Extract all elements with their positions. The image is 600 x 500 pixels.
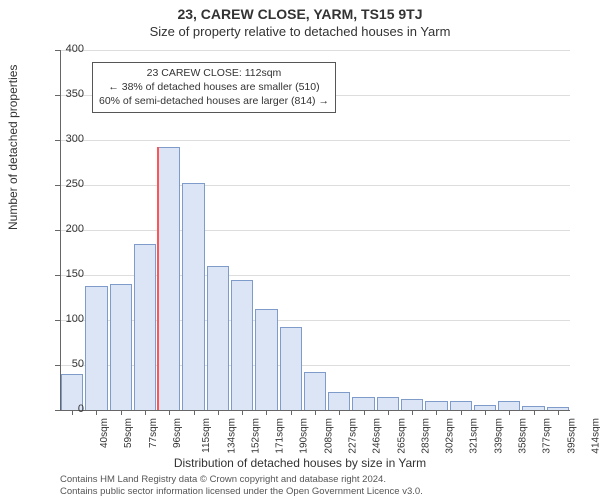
- chart-bar: [280, 327, 302, 410]
- chart-bar: [158, 147, 180, 410]
- x-tick-label: 208sqm: [323, 418, 334, 454]
- x-tick-label: 96sqm: [172, 418, 183, 448]
- x-tick-mark: [436, 410, 437, 415]
- x-tick-mark: [266, 410, 267, 415]
- grid-line: [60, 50, 570, 51]
- y-tick-label: 50: [44, 358, 84, 370]
- x-axis-label: Distribution of detached houses by size …: [0, 456, 600, 470]
- chart-bar: [110, 284, 132, 410]
- footer: Contains HM Land Registry data © Crown c…: [60, 474, 423, 498]
- y-tick-label: 200: [44, 223, 84, 235]
- x-tick-mark: [145, 410, 146, 415]
- chart-bar: [425, 401, 447, 410]
- x-tick-label: 59sqm: [123, 418, 134, 448]
- x-tick-mark: [339, 410, 340, 415]
- x-tick-mark: [218, 410, 219, 415]
- chart-plot-area: 23 CAREW CLOSE: 112sqm ← 38% of detached…: [60, 50, 570, 410]
- callout-line3: 60% of semi-detached houses are larger (…: [99, 94, 329, 108]
- chart-bar: [255, 309, 277, 410]
- x-tick-label: 358sqm: [518, 418, 529, 454]
- x-tick-mark: [291, 410, 292, 415]
- x-tick-label: 227sqm: [348, 418, 359, 454]
- x-tick-mark: [388, 410, 389, 415]
- y-tick-label: 0: [44, 403, 84, 415]
- chart-bar: [328, 392, 350, 410]
- chart-bar: [401, 399, 423, 410]
- x-tick-label: 414sqm: [590, 418, 600, 454]
- x-tick-mark: [412, 410, 413, 415]
- x-tick-mark: [315, 410, 316, 415]
- chart-bar: [304, 372, 326, 410]
- page-title: 23, CAREW CLOSE, YARM, TS15 9TJ: [0, 0, 600, 22]
- x-tick-mark: [194, 410, 195, 415]
- x-tick-label: 377sqm: [542, 418, 553, 454]
- x-tick-mark: [169, 410, 170, 415]
- chart-bar: [498, 401, 520, 410]
- grid-line: [60, 230, 570, 231]
- chart-subtitle: Size of property relative to detached ho…: [0, 22, 600, 39]
- x-tick-label: 265sqm: [396, 418, 407, 454]
- x-tick-mark: [534, 410, 535, 415]
- chart-bar: [182, 183, 204, 410]
- x-tick-label: 246sqm: [372, 418, 383, 454]
- footer-line1: Contains HM Land Registry data © Crown c…: [60, 474, 423, 486]
- x-tick-label: 395sqm: [566, 418, 577, 454]
- callout-line1: 23 CAREW CLOSE: 112sqm: [99, 66, 329, 80]
- x-tick-label: 152sqm: [250, 418, 261, 454]
- x-tick-mark: [242, 410, 243, 415]
- y-tick-label: 350: [44, 88, 84, 100]
- chart-bar: [450, 401, 472, 410]
- x-tick-mark: [558, 410, 559, 415]
- y-tick-label: 400: [44, 43, 84, 55]
- grid-line: [60, 140, 570, 141]
- x-tick-label: 302sqm: [445, 418, 456, 454]
- x-tick-label: 115sqm: [201, 418, 212, 453]
- x-tick-label: 40sqm: [99, 418, 110, 448]
- callout-line2: ← 38% of detached houses are smaller (51…: [99, 80, 329, 94]
- chart-bar: [231, 280, 253, 411]
- x-tick-label: 77sqm: [148, 418, 159, 448]
- chart-bar: [377, 397, 399, 411]
- grid-line: [60, 185, 570, 186]
- y-tick-label: 300: [44, 133, 84, 145]
- x-tick-mark: [364, 410, 365, 415]
- x-tick-mark: [461, 410, 462, 415]
- x-tick-mark: [485, 410, 486, 415]
- chart-bar: [207, 266, 229, 410]
- chart-callout: 23 CAREW CLOSE: 112sqm ← 38% of detached…: [92, 62, 336, 113]
- x-tick-label: 283sqm: [420, 418, 431, 454]
- y-tick-label: 100: [44, 313, 84, 325]
- y-tick-label: 150: [44, 268, 84, 280]
- chart-bar: [352, 397, 374, 411]
- chart-bar: [85, 286, 107, 410]
- y-axis-label: Number of detached properties: [6, 65, 20, 230]
- chart-bar: [134, 244, 156, 411]
- y-tick-label: 250: [44, 178, 84, 190]
- x-tick-label: 339sqm: [493, 418, 504, 454]
- x-tick-mark: [509, 410, 510, 415]
- property-marker-line: [157, 147, 159, 410]
- x-tick-label: 171sqm: [275, 418, 286, 454]
- x-tick-mark: [96, 410, 97, 415]
- footer-line2: Contains public sector information licen…: [60, 486, 423, 498]
- x-tick-label: 134sqm: [226, 418, 237, 454]
- x-tick-label: 190sqm: [299, 418, 310, 454]
- x-tick-mark: [121, 410, 122, 415]
- x-tick-label: 321sqm: [469, 418, 480, 454]
